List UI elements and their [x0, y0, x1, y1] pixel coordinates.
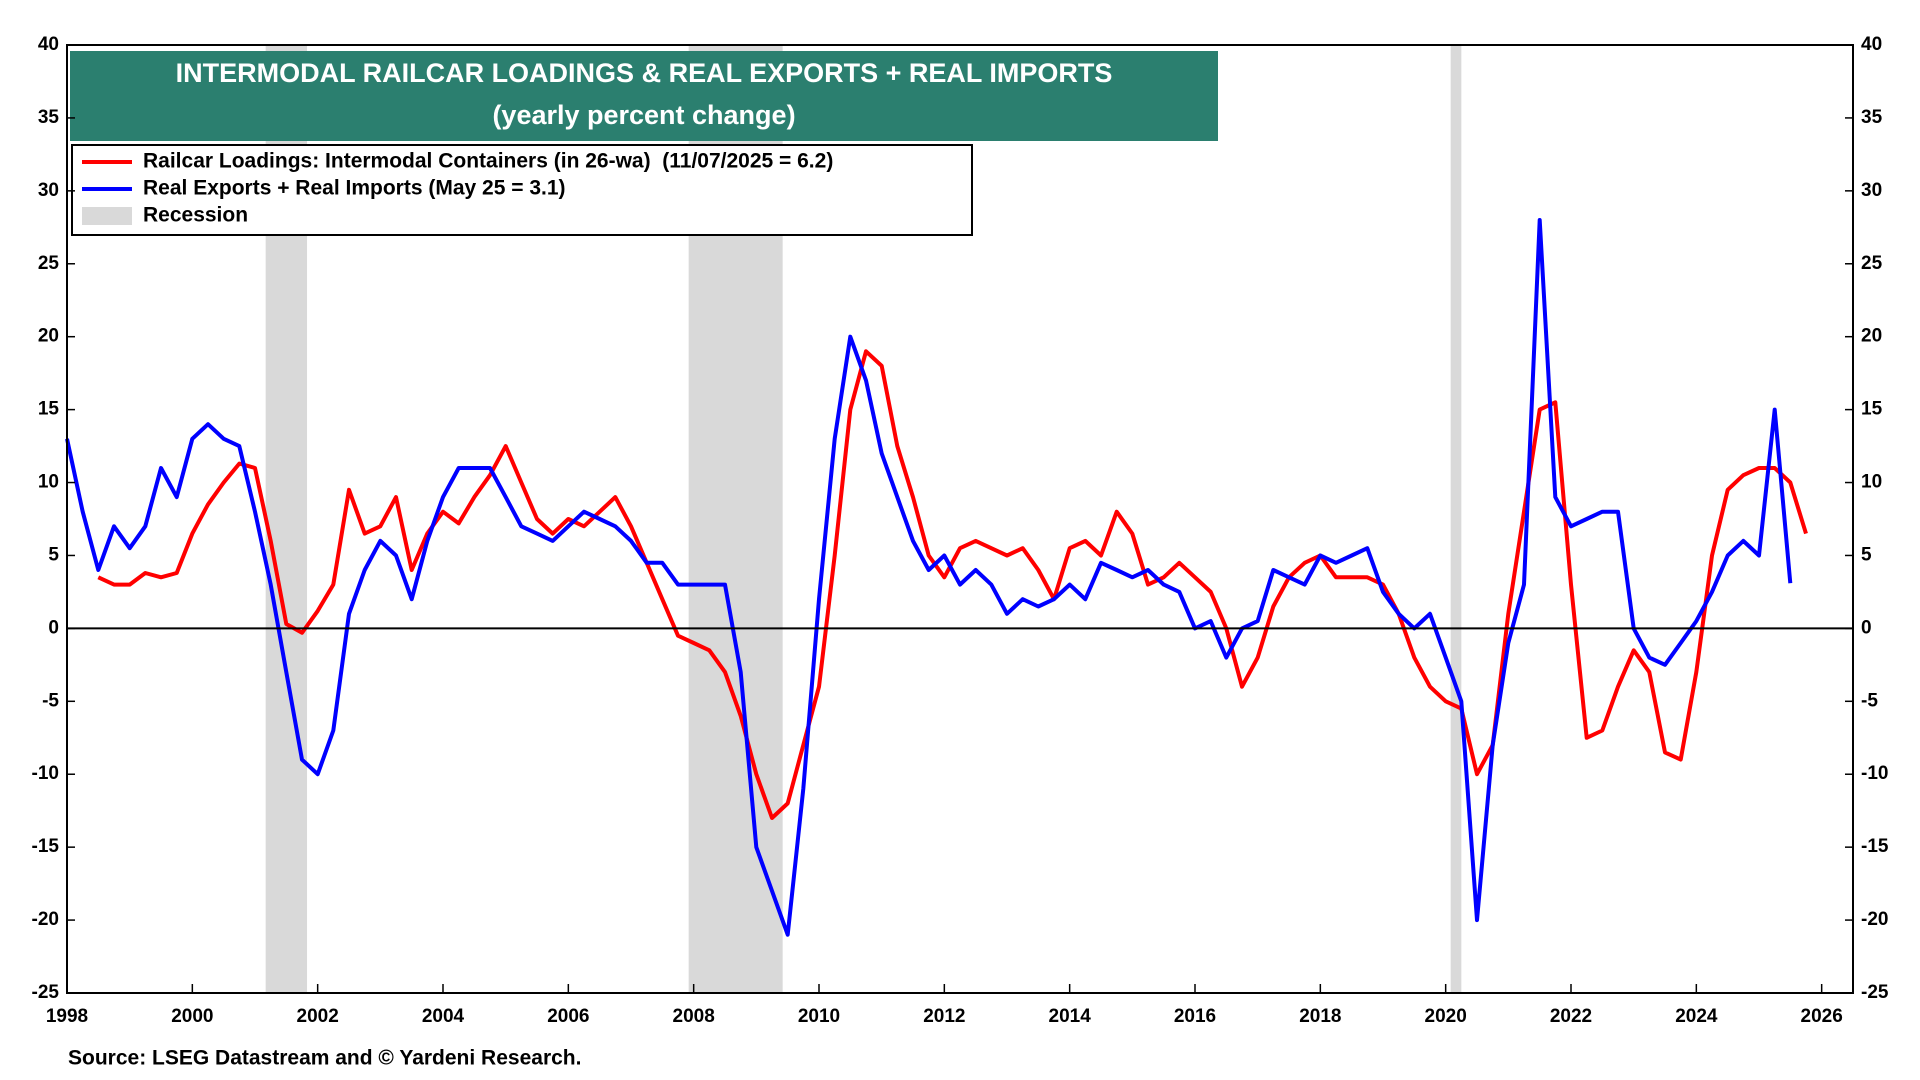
y2-tick-label: 30 — [1861, 180, 1882, 201]
y2-tick-label: -15 — [1861, 836, 1889, 857]
y-tick-label: 35 — [38, 107, 60, 128]
y-tick-label: -15 — [32, 836, 60, 857]
y2-tick-label: -25 — [1861, 982, 1889, 1003]
series-line — [65, 218, 1793, 937]
x-tick-label: 2024 — [1675, 1006, 1718, 1027]
y2-tick-label: 25 — [1861, 253, 1883, 274]
y-tick-label: 15 — [38, 399, 60, 420]
lines — [65, 218, 1808, 937]
x-tick-label: 2008 — [673, 1006, 715, 1027]
y-tick-label: 20 — [38, 326, 59, 347]
y-tick-label: 25 — [38, 253, 60, 274]
x-tick-label: 2010 — [798, 1006, 840, 1027]
y2-tick-label: -5 — [1861, 690, 1878, 711]
x-tick-label: 2026 — [1801, 1006, 1843, 1027]
x-tick-label: 2016 — [1174, 1006, 1216, 1027]
source-note: Source: LSEG Datastream and © Yardeni Re… — [68, 1047, 581, 1070]
legend-label: Railcar Loadings: Intermodal Containers … — [143, 150, 833, 173]
x-tick-label: 2002 — [297, 1006, 339, 1027]
y2-tick-label: 20 — [1861, 326, 1882, 347]
y2-tick-label: 0 — [1861, 617, 1872, 638]
y-tick-label: -20 — [32, 909, 59, 930]
y2-tick-label: 15 — [1861, 399, 1883, 420]
legend-label: Real Exports + Real Imports (May 25 = 3.… — [143, 177, 566, 200]
y-tick-label: -10 — [32, 763, 59, 784]
x-tick-label: 2014 — [1049, 1006, 1092, 1027]
y2-tick-label: 40 — [1861, 34, 1882, 55]
recession-band — [1450, 45, 1462, 993]
legend-swatch — [82, 207, 132, 225]
x-tick-label: 2004 — [422, 1006, 465, 1027]
y2-tick-label: -20 — [1861, 909, 1888, 930]
y2-tick-label: -10 — [1861, 763, 1888, 784]
y-tick-label: 5 — [48, 544, 59, 565]
series-line — [97, 349, 1808, 820]
y-tick-label: 0 — [48, 617, 59, 638]
y2-tick-label: 5 — [1861, 544, 1872, 565]
y-tick-label: 10 — [38, 472, 59, 493]
x-tick-label: 2018 — [1299, 1006, 1341, 1027]
y-tick-label: -25 — [32, 982, 60, 1003]
x-tick-label: 2006 — [547, 1006, 589, 1027]
legend-box — [71, 144, 973, 236]
x-tick-label: 2020 — [1425, 1006, 1467, 1027]
x-tick-label: 1998 — [46, 1006, 88, 1027]
legend-label: Recession — [143, 204, 248, 227]
x-tick-label: 2012 — [923, 1006, 965, 1027]
legend: Railcar Loadings: Intermodal Containers … — [82, 150, 833, 227]
chart-title: INTERMODAL RAILCAR LOADINGS & REAL EXPOR… — [176, 58, 1113, 88]
title-box — [70, 51, 1218, 141]
y-tick-label: -5 — [42, 690, 59, 711]
y-tick-label: 30 — [38, 180, 59, 201]
chart-subtitle: (yearly percent change) — [492, 100, 795, 130]
y-tick-label: 40 — [38, 34, 59, 55]
plot-frame — [66, 44, 1854, 994]
y2-tick-label: 10 — [1861, 472, 1882, 493]
x-tick-label: 2000 — [171, 1006, 213, 1027]
y2-tick-label: 35 — [1861, 107, 1883, 128]
x-tick-label: 2022 — [1550, 1006, 1592, 1027]
